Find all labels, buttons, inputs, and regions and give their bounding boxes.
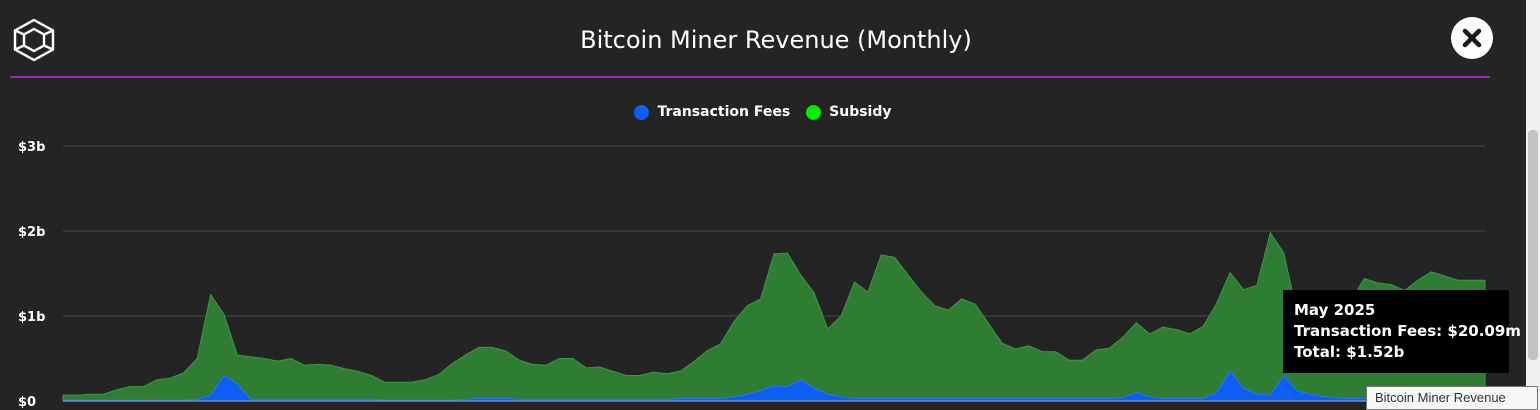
- legend-dot-icon: [806, 104, 822, 120]
- legend-label: Transaction Fees: [657, 104, 791, 120]
- scrollbar-thumb[interactable]: [1528, 130, 1538, 360]
- transaction-fees-area: [62, 370, 1486, 402]
- browser-tooltip: Bitcoin Miner Revenue: [1366, 386, 1538, 410]
- legend-item-subsidy[interactable]: Subsidy: [806, 104, 892, 120]
- close-icon: [1462, 28, 1482, 48]
- cube-logo-icon: [13, 18, 55, 62]
- tooltip-fees: Transaction Fees: $20.09m: [1294, 322, 1521, 340]
- chart-title: Bitcoin Miner Revenue (Monthly): [580, 26, 972, 54]
- chart-header: Bitcoin Miner Revenue (Monthly): [0, 0, 1526, 78]
- legend-label: Subsidy: [829, 104, 892, 120]
- legend-item-transaction-fees[interactable]: Transaction Fees: [634, 104, 790, 120]
- legend-dot-icon: [634, 104, 650, 120]
- subsidy-area: [62, 231, 1486, 402]
- y-tick-label: $1b: [18, 310, 45, 325]
- header-divider: [10, 76, 1490, 78]
- y-tick-label: $3b: [18, 140, 45, 155]
- tooltip-total: Total: $1.52b: [1294, 343, 1405, 361]
- hover-tooltip: May 2025 Transaction Fees: $20.09m Total…: [1283, 290, 1521, 373]
- y-tick-label: $2b: [18, 225, 45, 240]
- y-tick-label: $0: [18, 395, 36, 410]
- close-button[interactable]: [1451, 17, 1493, 59]
- chart-legend: Transaction Fees Subsidy: [0, 104, 1526, 120]
- tooltip-title: May 2025: [1294, 301, 1376, 319]
